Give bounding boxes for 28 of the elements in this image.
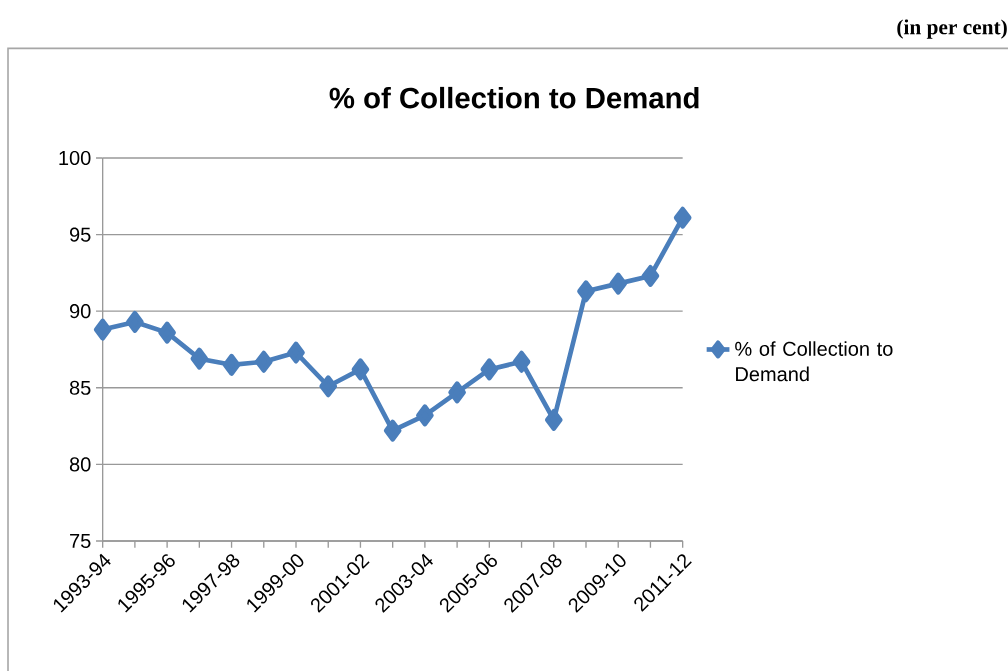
point	[254, 350, 273, 373]
y-tick-label: 80	[69, 457, 91, 472]
chart-title: % of Collection to Demand	[329, 86, 699, 109]
y-tick-label: 95	[69, 227, 91, 242]
point	[641, 264, 660, 287]
point	[158, 321, 176, 344]
point	[383, 419, 402, 442]
point	[287, 341, 305, 364]
point	[93, 318, 112, 341]
y-tick-label: 75	[70, 534, 91, 548]
point	[512, 350, 531, 373]
y-tick-label: 90	[69, 304, 91, 319]
point	[351, 358, 370, 381]
point	[480, 358, 499, 381]
point	[319, 375, 338, 398]
legend-label: % of Collection to Demand	[735, 341, 893, 382]
point	[609, 272, 628, 295]
point	[673, 206, 692, 229]
point	[544, 408, 563, 431]
y-tick-label: 85	[69, 380, 91, 395]
point	[448, 381, 466, 404]
point	[416, 404, 434, 427]
point	[222, 353, 241, 376]
point	[577, 280, 595, 303]
text: (in per cent)	[897, 19, 1007, 39]
point	[126, 310, 144, 333]
point	[190, 347, 209, 370]
y-tick-label: 100	[59, 150, 91, 166]
